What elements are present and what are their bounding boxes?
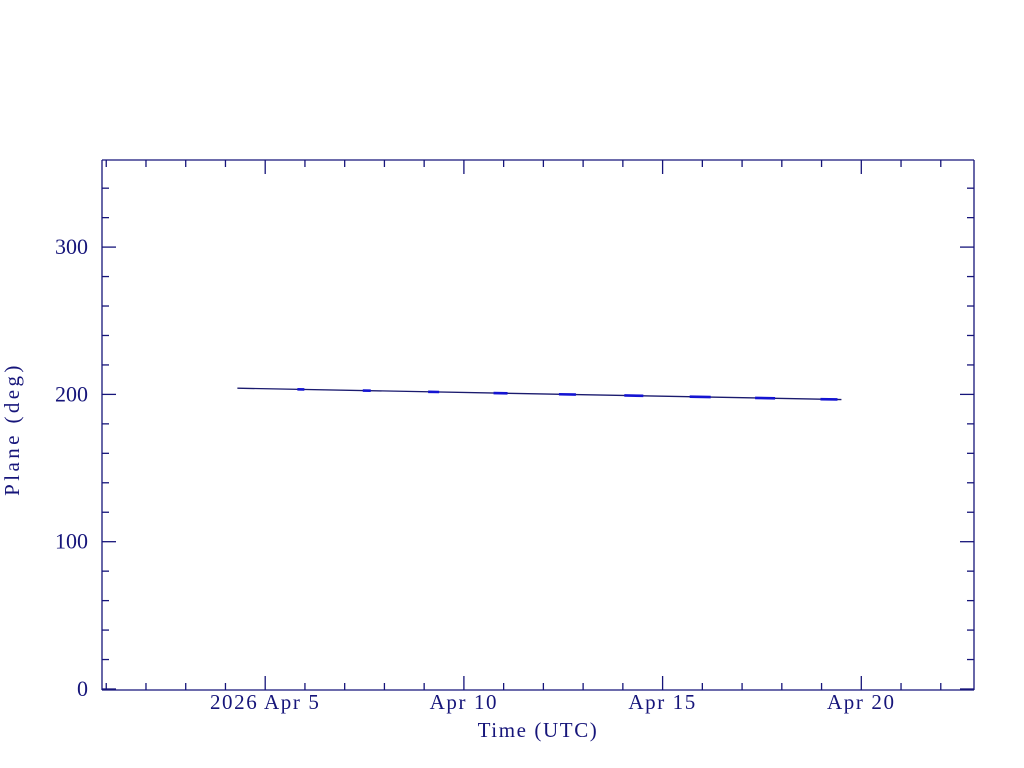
- svg-text:300: 300: [55, 234, 88, 259]
- svg-text:Plane (deg): Plane (deg): [0, 362, 24, 496]
- svg-text:2026 Apr 5: 2026 Apr 5: [210, 690, 321, 714]
- svg-text:200: 200: [55, 381, 88, 406]
- svg-text:Apr 15: Apr 15: [628, 690, 697, 714]
- svg-text:100: 100: [55, 529, 88, 554]
- svg-text:Time (UTC): Time (UTC): [478, 718, 599, 742]
- svg-text:0: 0: [77, 676, 88, 701]
- svg-text:Apr 10: Apr 10: [430, 690, 499, 714]
- svg-text:Apr 20: Apr 20: [827, 690, 896, 714]
